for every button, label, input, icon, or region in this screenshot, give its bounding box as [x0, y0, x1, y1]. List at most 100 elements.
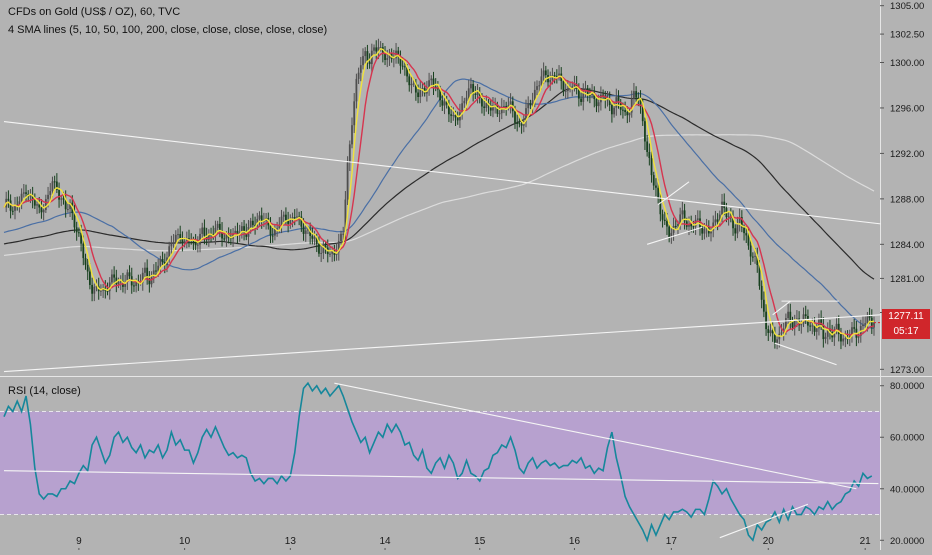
candle-body: [31, 195, 34, 201]
candle-body: [754, 255, 756, 257]
candle-body: [644, 121, 646, 142]
candle-body: [591, 92, 593, 96]
indicator-legend: 4 SMA lines (5, 10, 50, 100, 200, close,…: [8, 24, 328, 36]
candle-body: [388, 53, 391, 59]
candle-body: [747, 235, 750, 246]
candle-body: [60, 198, 63, 200]
candle-body: [218, 223, 221, 231]
candle-body: [124, 281, 127, 287]
candle-body: [606, 99, 609, 101]
candle-body: [505, 105, 508, 108]
candle-body: [536, 86, 538, 90]
candle-body: [853, 327, 856, 329]
time-axis-label: 15: [474, 536, 486, 547]
candle-body: [300, 216, 303, 227]
candle-body: [183, 240, 186, 243]
candle-body: [216, 223, 219, 228]
candle-body: [681, 210, 684, 215]
candle-body: [278, 225, 281, 229]
candle-body: [126, 272, 129, 282]
candle-body: [353, 101, 356, 126]
candle-body: [538, 85, 541, 87]
candle-body: [743, 227, 745, 234]
candle-body: [445, 101, 448, 105]
candle-body: [342, 233, 345, 235]
candle-body: [309, 229, 312, 236]
rsi-legend: RSI (14, close): [8, 385, 81, 397]
candle-body: [771, 330, 774, 334]
candle-body: [84, 258, 87, 265]
candle-body: [738, 217, 741, 224]
candle-body: [69, 202, 71, 210]
candle-body: [758, 265, 761, 286]
price-axis-label: 1292.00: [890, 149, 924, 160]
candle-body: [77, 232, 80, 234]
candle-body: [723, 201, 726, 209]
candle-body: [824, 336, 827, 340]
candle-body: [340, 233, 342, 242]
candle-body: [172, 242, 175, 244]
candle-body: [829, 328, 831, 333]
candle-body: [11, 210, 14, 212]
candle-body: [516, 122, 519, 124]
candle-body: [478, 92, 481, 99]
flag-upper-line: [657, 181, 690, 205]
candle-body: [203, 227, 206, 236]
candle-body: [481, 98, 483, 107]
candle-body: [403, 66, 406, 68]
candle-body: [170, 243, 173, 247]
candle-body: [474, 93, 477, 95]
candle-body: [593, 92, 596, 100]
candle-body: [809, 325, 812, 327]
candle-body: [527, 103, 530, 109]
candle-body: [359, 65, 362, 73]
candle-body: [75, 227, 78, 233]
candle-body: [386, 58, 389, 60]
candle-body: [582, 91, 585, 102]
candle-body: [773, 333, 776, 343]
flag-lower-line: [646, 226, 703, 245]
candle-body: [55, 181, 58, 190]
candle-body: [296, 216, 298, 218]
candle-body: [789, 311, 792, 322]
candle-body: [240, 226, 243, 233]
sma-10-line: [3, 52, 875, 337]
candle-body: [320, 252, 323, 254]
candle-body: [419, 88, 422, 97]
time-axis-label: 21: [860, 536, 872, 547]
candle-body: [699, 218, 701, 228]
candle-body: [551, 75, 554, 81]
candle-body: [247, 227, 250, 237]
candle-body: [870, 317, 873, 328]
candle-body: [608, 99, 611, 106]
candle-body: [322, 245, 325, 253]
candle-body: [652, 175, 655, 186]
price-axis-label: 1284.00: [890, 240, 924, 251]
candle-body: [467, 88, 470, 98]
candle-body: [714, 219, 717, 223]
candle-body: [117, 281, 120, 285]
candle-body: [148, 278, 151, 285]
candle-body: [62, 198, 65, 200]
candle-body: [655, 185, 657, 188]
candle-body: [540, 76, 543, 86]
candle-body: [577, 87, 580, 99]
candle-body: [256, 218, 259, 227]
candle-body: [734, 228, 737, 234]
candle-body: [282, 214, 285, 217]
candle-body: [456, 117, 459, 121]
candle-body: [179, 234, 182, 239]
wedge-lower-line: [774, 342, 837, 366]
candle-body: [362, 56, 364, 66]
candle-body: [258, 215, 261, 219]
candle-body: [688, 224, 690, 227]
candle-body: [454, 115, 457, 118]
candle-body: [703, 229, 706, 234]
sma-50-line: [3, 78, 875, 329]
candle-body: [694, 219, 697, 227]
candle-body: [509, 101, 512, 106]
candle-body: [53, 181, 56, 183]
candle-body: [135, 282, 138, 287]
candle-body: [800, 323, 803, 326]
